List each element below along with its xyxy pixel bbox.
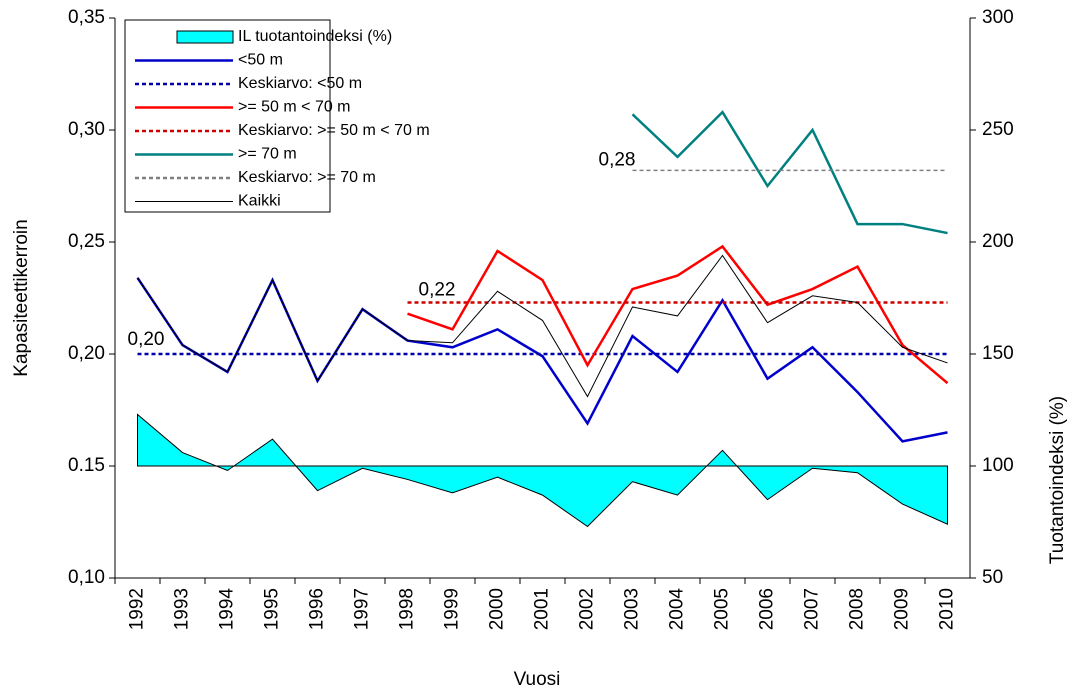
x-tick-label: 2010	[937, 588, 958, 630]
x-tick-label: 2001	[532, 588, 553, 630]
mean-label: 0,20	[128, 329, 165, 350]
y2-tick-label: 150	[982, 343, 1014, 364]
x-tick-label: 2000	[487, 588, 508, 630]
x-tick-label: 2004	[667, 588, 688, 631]
x-tick-label: 2007	[802, 588, 823, 630]
x-tick-label: 2005	[712, 588, 733, 630]
legend-label: IL tuotantoindeksi (%)	[238, 28, 392, 45]
y2-tick-label: 100	[982, 455, 1014, 476]
x-tick-label: 1999	[442, 588, 463, 630]
y-tick-label: 0,30	[68, 119, 105, 140]
y2-tick-label: 300	[982, 7, 1014, 28]
x-tick-label: 1992	[127, 588, 148, 630]
legend-label: Keskiarvo: >= 70 m	[238, 169, 376, 186]
x-tick-label: 2003	[622, 588, 643, 630]
x-tick-label: 1994	[217, 588, 238, 631]
legend-label: >= 50 m < 70 m	[238, 99, 351, 116]
y2-tick-label: 50	[982, 567, 1003, 588]
legend-label: Kaikki	[238, 193, 281, 210]
x-axis-title: Vuosi	[514, 669, 561, 690]
line	[137, 254, 948, 398]
area	[137, 413, 948, 528]
line	[407, 244, 949, 385]
mean-label: 0,28	[599, 149, 636, 170]
y-tick-label: 0,35	[68, 7, 105, 28]
x-tick-label: 2006	[757, 588, 778, 630]
y2-axis-title: Tuotantoindeksi (%)	[1047, 396, 1068, 564]
legend-label: <50 m	[238, 52, 283, 69]
legend-swatch	[176, 30, 234, 44]
mean-label: 0,22	[419, 279, 456, 300]
x-tick-label: 2002	[577, 588, 598, 630]
y-tick-label: 0,25	[68, 231, 105, 252]
x-tick-label: 2009	[892, 588, 913, 630]
x-tick-label: 1993	[172, 588, 193, 630]
legend-box	[124, 19, 331, 213]
x-tick-label: 2008	[847, 588, 868, 630]
y-tick-label: 0,20	[68, 343, 105, 364]
y-axis-title: Kapasiteettikerroin	[11, 219, 32, 376]
x-tick-label: 1997	[352, 588, 373, 630]
y2-tick-label: 200	[982, 231, 1014, 252]
legend-label: Keskiarvo: <50 m	[238, 75, 362, 92]
legend: IL tuotantoindeksi (%) <50 m Keskiarvo: <5…	[124, 19, 430, 213]
line	[631, 110, 948, 235]
y-tick-label: 0,10	[68, 567, 105, 588]
x-tick-label: 1996	[307, 588, 328, 630]
legend-label: Keskiarvo: >= 50 m < 70 m	[238, 122, 430, 139]
y2-tick-label: 250	[982, 119, 1014, 140]
y-tick-label: 0.15	[68, 455, 105, 476]
legend-label: >= 70 m	[238, 146, 297, 163]
x-tick-label: 1998	[397, 588, 418, 630]
x-tick-label: 1995	[262, 588, 283, 630]
